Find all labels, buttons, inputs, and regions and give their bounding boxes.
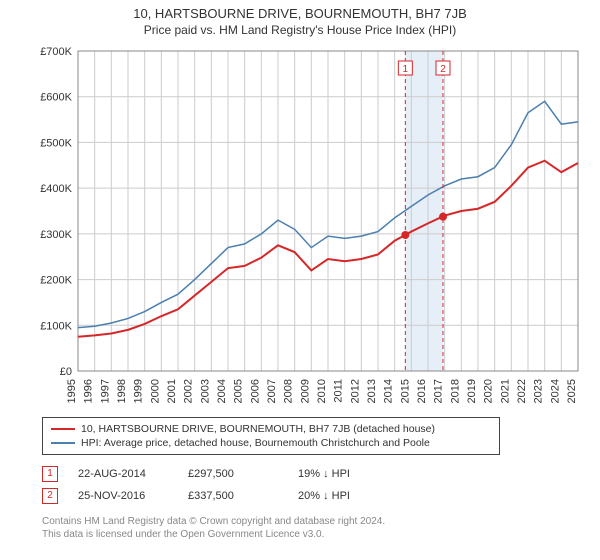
x-tick-label: 2002 (183, 379, 195, 403)
attribution-line: Contains HM Land Registry data © Crown c… (42, 515, 590, 528)
event-row: 1 22-AUG-2014 £297,500 19% ↓ HPI (42, 463, 590, 485)
x-tick-label: 1996 (83, 379, 95, 403)
x-tick-label: 2004 (216, 379, 228, 403)
event-marker: 2 (42, 488, 58, 504)
x-tick-label: 2020 (483, 379, 495, 403)
x-tick-label: 2008 (283, 379, 295, 403)
x-tick-label: 2022 (516, 379, 528, 403)
x-tick-label: 1998 (116, 379, 128, 403)
events-table: 1 22-AUG-2014 £297,500 19% ↓ HPI 2 25-NOV-201… (42, 463, 590, 507)
event-marker: 1 (42, 466, 58, 482)
event-delta: 20% ↓ HPI (298, 490, 388, 502)
legend-swatch (51, 428, 75, 430)
event-line-label: 1 (403, 64, 409, 75)
legend-row: HPI: Average price, detached house, Bour… (51, 436, 491, 450)
y-tick-label: £100K (40, 320, 72, 332)
x-tick-label: 2013 (366, 379, 378, 403)
event-row: 2 25-NOV-2016 £337,500 20% ↓ HPI (42, 485, 590, 507)
legend-row: 10, HARTSBOURNE DRIVE, BOURNEMOUTH, BH7 … (51, 422, 491, 436)
y-tick-label: £400K (40, 183, 72, 195)
y-tick-label: £300K (40, 229, 72, 241)
y-tick-label: £600K (40, 92, 72, 104)
y-tick-label: £200K (40, 275, 72, 287)
event-date: 25-NOV-2016 (78, 490, 168, 502)
x-tick-label: 2011 (333, 379, 345, 403)
x-tick-label: 2012 (349, 379, 361, 403)
y-tick-label: £0 (60, 366, 72, 378)
x-tick-label: 1999 (133, 379, 145, 403)
x-tick-label: 2003 (199, 379, 211, 403)
x-tick-label: 2006 (249, 379, 261, 403)
chart-svg: £0 £100K £200K £300K £400K £500K £600K £700K 199… (30, 41, 590, 411)
x-tick-label: 2016 (416, 379, 428, 403)
x-tick-label: 2014 (383, 379, 395, 403)
x-tick-label: 2017 (433, 379, 445, 403)
event-date: 22-AUG-2014 (78, 468, 168, 480)
attribution: Contains HM Land Registry data © Crown c… (42, 515, 590, 541)
x-tick-label: 2025 (566, 379, 578, 403)
x-tick-label: 2000 (149, 379, 161, 403)
x-tick-label: 2009 (299, 379, 311, 403)
chart: £0 £100K £200K £300K £400K £500K £600K £700K 199… (30, 41, 590, 411)
x-tick-label: 2018 (449, 379, 461, 403)
y-tick-label: £500K (40, 137, 72, 149)
x-tick-label: 2007 (266, 379, 278, 403)
event-price: £337,500 (188, 490, 278, 502)
y-tick-label: £700K (40, 46, 72, 58)
x-tick-label: 2024 (549, 379, 561, 403)
legend-swatch (51, 442, 75, 444)
x-tick-label: 2005 (233, 379, 245, 403)
x-tick-label: 1995 (66, 379, 78, 403)
x-tick-label: 2015 (399, 379, 411, 403)
event-line-label: 2 (440, 64, 446, 75)
x-tick-label: 2023 (533, 379, 545, 403)
legend-label: HPI: Average price, detached house, Bour… (81, 437, 430, 449)
x-tick-label: 2021 (499, 379, 511, 403)
x-tick-label: 2001 (166, 379, 178, 403)
event-price: £297,500 (188, 468, 278, 480)
x-tick-label: 2010 (316, 379, 328, 403)
legend: 10, HARTSBOURNE DRIVE, BOURNEMOUTH, BH7 … (42, 417, 500, 455)
legend-label: 10, HARTSBOURNE DRIVE, BOURNEMOUTH, BH7 … (81, 423, 435, 435)
event-delta: 19% ↓ HPI (298, 468, 388, 480)
x-tick-label: 2019 (466, 379, 478, 403)
attribution-line: This data is licensed under the Open Gov… (42, 528, 590, 541)
x-tick-label: 1997 (99, 379, 111, 403)
page-subtitle: Price paid vs. HM Land Registry's House … (0, 23, 600, 37)
page-title: 10, HARTSBOURNE DRIVE, BOURNEMOUTH, BH7 … (0, 6, 600, 21)
